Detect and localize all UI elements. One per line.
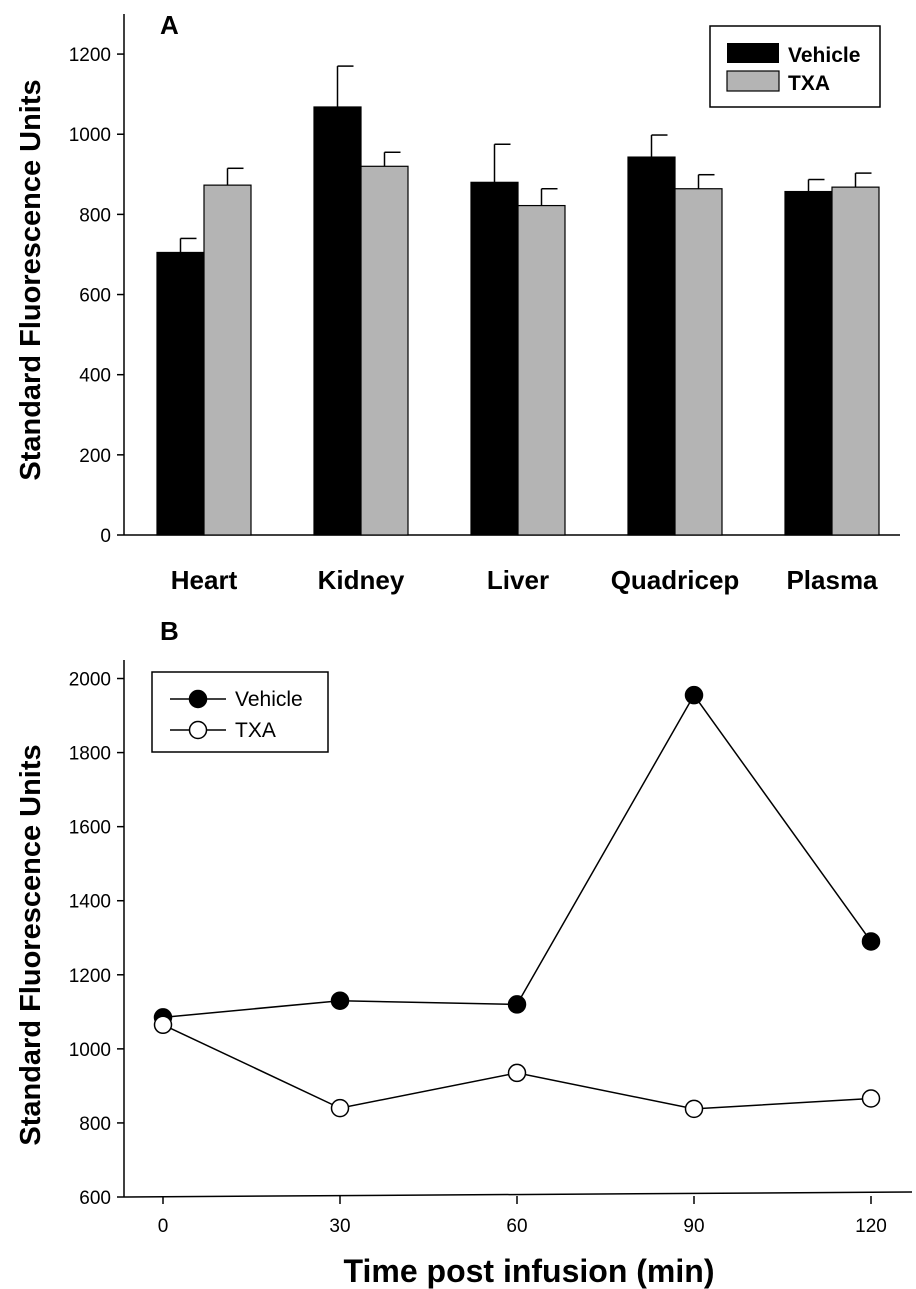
panel-b-legend: Vehicle TXA bbox=[151, 671, 329, 753]
legend-swatch-vehicle bbox=[727, 43, 779, 63]
panel-b-label: B bbox=[160, 616, 179, 646]
panel-a-y-tick-label: 400 bbox=[79, 366, 111, 387]
panel-a-plot-area: 0 200 400 600 800 1000 1200 Heart Kidney Liver Qua… bbox=[69, 14, 900, 595]
panel-b-point-txa bbox=[507, 1063, 527, 1083]
legend-label-txa: TXA bbox=[788, 72, 830, 95]
legend-label-vehicle-b: Vehicle bbox=[235, 688, 303, 711]
panel-b-x-tick-label: 90 bbox=[683, 1216, 704, 1237]
panel-a-y-tick-label: 800 bbox=[79, 205, 111, 226]
panel-a-y-tick-label: 1000 bbox=[69, 125, 111, 146]
panel-a-category-label: Kidney bbox=[318, 565, 405, 595]
panel-a-bar-vehicle bbox=[156, 251, 205, 536]
panel-a-y-tick-label: 0 bbox=[100, 526, 111, 547]
panel-a-category-label: Liver bbox=[487, 565, 549, 595]
panel-b-y-tick-label: 600 bbox=[79, 1188, 111, 1209]
legend-label-txa-b: TXA bbox=[235, 719, 276, 742]
legend-marker-txa bbox=[188, 720, 208, 740]
panel-b-point-vehicle bbox=[330, 991, 350, 1010]
panel-a-category-label: Quadricep bbox=[611, 565, 740, 595]
panel-b-y-tick-label: 1000 bbox=[69, 1040, 111, 1061]
panel-a-category-label: Plasma bbox=[786, 565, 878, 595]
legend-marker-vehicle bbox=[188, 689, 208, 709]
panel-b-plot-area: 600 800 1000 1200 1400 1600 1800 2000 0 30 60 90 120 bbox=[69, 660, 913, 1237]
panel-a-label: A bbox=[160, 10, 179, 40]
panel-b-point-txa bbox=[861, 1089, 881, 1108]
panel-a-bar-vehicle bbox=[313, 106, 362, 536]
panel-b-y-tick-label: 2000 bbox=[69, 670, 111, 691]
panel-a-y-tick-label: 200 bbox=[79, 446, 111, 467]
panel-a-category-label: Heart bbox=[171, 565, 238, 595]
legend-swatch-txa bbox=[726, 70, 780, 92]
panel-a-bar-vehicle bbox=[627, 156, 676, 536]
panel-b-point-txa bbox=[684, 1099, 704, 1119]
panel-b-y-tick-label: 1400 bbox=[69, 892, 111, 913]
panel-a-bar-txa bbox=[203, 184, 252, 536]
panel-b-x-tick-label: 30 bbox=[329, 1216, 350, 1237]
panel-a-y-tick-label: 1200 bbox=[69, 45, 111, 66]
panel-a-y-tick-label: 600 bbox=[79, 286, 111, 307]
panel-a-bar-txa bbox=[517, 204, 566, 536]
panel-b-point-txa bbox=[330, 1098, 350, 1118]
panel-b-x-axis-line bbox=[123, 1191, 913, 1198]
panel-a-legend: Vehicle TXA bbox=[709, 25, 881, 108]
panel-a-bar-vehicle bbox=[470, 181, 519, 536]
panel-b-y-axis-title: Standard Fluorescence Units bbox=[15, 744, 47, 1145]
panel-b-y-tick-label: 1800 bbox=[69, 744, 111, 765]
legend-label-vehicle: Vehicle bbox=[788, 44, 860, 67]
panel-b-y-tick-label: 800 bbox=[79, 1114, 111, 1135]
panel-b-point-vehicle bbox=[507, 995, 527, 1014]
panel-b: B Standard Fluorescence Units Time post … bbox=[15, 616, 913, 1289]
panel-b-x-tick-label: 120 bbox=[855, 1216, 887, 1237]
panel-a-y-axis-title: Standard Fluorescence Units bbox=[15, 79, 47, 480]
panel-b-x-tick-label: 60 bbox=[506, 1216, 527, 1237]
panel-a: A Standard Fluorescence Units 0 200 400 600… bbox=[15, 10, 900, 595]
panel-b-point-vehicle bbox=[684, 685, 704, 705]
panel-b-legend-box bbox=[151, 671, 329, 753]
panel-b-point-vehicle bbox=[861, 932, 881, 951]
panel-a-legend-box bbox=[709, 25, 881, 108]
panel-b-y-tick-label: 1200 bbox=[69, 966, 111, 987]
panel-b-y-tick-label: 1600 bbox=[69, 818, 111, 839]
panel-b-x-axis-title: Time post infusion (min) bbox=[344, 1253, 715, 1289]
panel-a-bar-txa bbox=[831, 186, 880, 536]
panel-b-point-txa bbox=[153, 1015, 173, 1035]
panel-a-bar-txa bbox=[674, 188, 723, 536]
panel-a-bar-txa bbox=[360, 165, 409, 536]
panel-a-bar-vehicle bbox=[784, 190, 833, 536]
panel-b-x-tick-label: 0 bbox=[158, 1216, 169, 1237]
